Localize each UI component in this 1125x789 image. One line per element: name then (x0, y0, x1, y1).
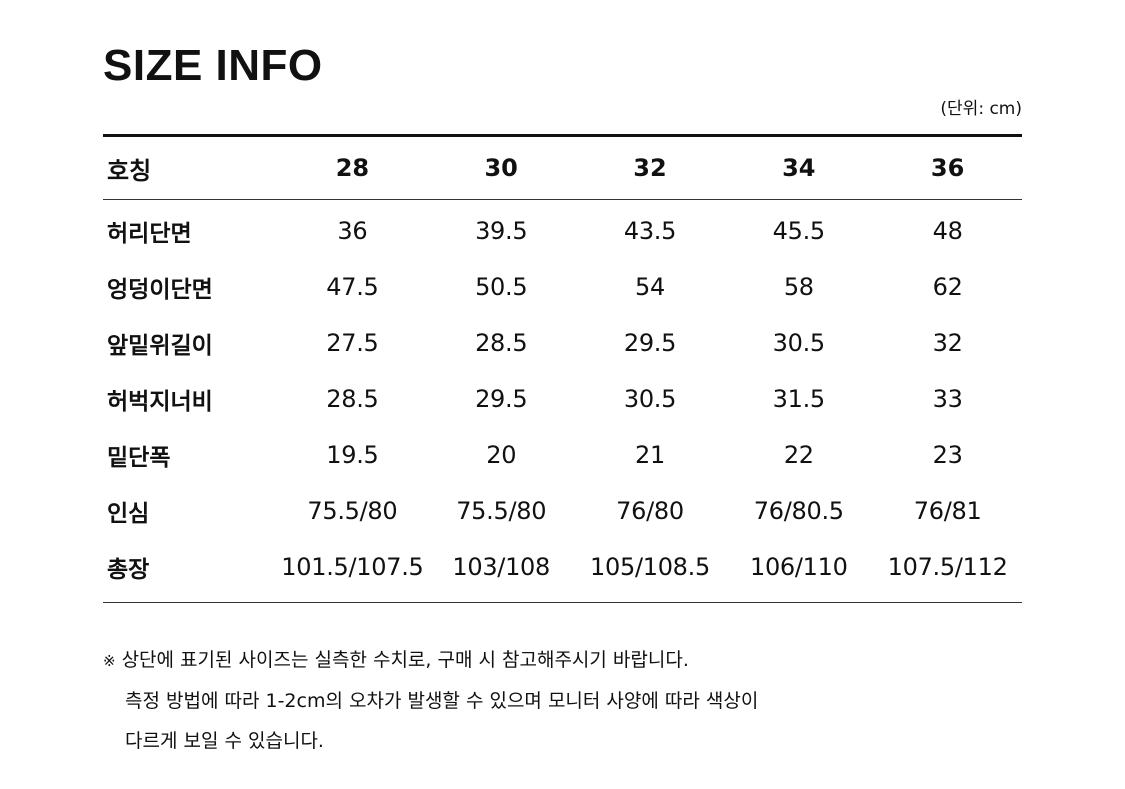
table-cell: 47.5 (326, 273, 379, 301)
row-label: 인심 (107, 501, 150, 527)
table-cell: 43.5 (623, 217, 677, 245)
table-cell: 106/110 (749, 553, 848, 581)
note-line: 측정 방법에 따라 1-2cm의 오차가 발생할 수 있으며 모니터 사양에 따… (125, 690, 759, 712)
notes: ※ 상단에 표기된 사이즈는 실측한 수치로, 구매 시 참고해주시기 바랍니다.… (103, 640, 758, 761)
table-cell: 76/80 (616, 497, 684, 525)
table-cell: 62 (932, 273, 963, 301)
table-row: 엉덩이단면 47.5 50.5 54 58 62 (103, 259, 1022, 315)
table-cell: 22 (783, 441, 814, 469)
table-cell: 75.5/80 (307, 497, 398, 525)
table-cell: 76/80.5 (753, 497, 844, 525)
reference-mark-icon: ※ (103, 652, 116, 670)
size-table: 호칭 28 30 32 34 36 허리단면 36 39.5 43.5 45.5… (103, 137, 1022, 595)
table-cell: 36 (337, 217, 368, 245)
header-label: 호칭 (107, 156, 152, 185)
table-row: 밑단폭 19.5 20 21 22 23 (103, 427, 1022, 483)
table-cell: 105/108.5 (590, 553, 710, 581)
note-text: 상단에 표기된 사이즈는 실측한 수치로, 구매 시 참고해주시기 바랍니다. (121, 649, 689, 671)
row-label: 총장 (107, 557, 150, 583)
size-header: 30 (484, 154, 518, 182)
note-line: 다르게 보일 수 있습니다. (125, 730, 324, 752)
table-cell: 31.5 (772, 385, 826, 413)
table-cell: 39.5 (475, 217, 528, 245)
table-cell: 58 (783, 273, 814, 301)
note-line: ※ 상단에 표기된 사이즈는 실측한 수치로, 구매 시 참고해주시기 바랍니다. (103, 640, 758, 681)
row-label: 엉덩이단면 (107, 277, 213, 303)
table-cell: 54 (635, 273, 665, 301)
size-header: 36 (930, 154, 965, 182)
table-cell: 33 (932, 385, 963, 413)
table-cell: 29.5 (475, 385, 528, 413)
table-cell: 101.5/107.5 (281, 553, 424, 581)
table-row: 허벅지너비 28.5 29.5 30.5 31.5 33 (103, 371, 1022, 427)
size-header: 34 (782, 154, 816, 182)
table-cell: 21 (635, 441, 665, 469)
table-cell: 48 (932, 217, 963, 245)
row-label: 허벅지너비 (107, 389, 213, 415)
table-top-rule (103, 134, 1022, 137)
table-cell: 32 (932, 329, 963, 357)
table-cell: 30.5 (623, 385, 677, 413)
unit-note: (단위: cm) (940, 99, 1022, 119)
table-cell: 45.5 (772, 217, 826, 245)
table-cell: 50.5 (475, 273, 528, 301)
table-cell: 103/108 (452, 553, 550, 581)
size-header: 28 (335, 154, 370, 182)
table-cell: 20 (486, 441, 517, 469)
table-cell: 28.5 (326, 385, 379, 413)
table-cell: 30.5 (772, 329, 826, 357)
table-bottom-rule (103, 602, 1022, 603)
row-label: 앞밑위길이 (107, 333, 213, 359)
table-cell: 27.5 (326, 329, 379, 357)
row-label: 밑단폭 (107, 445, 171, 471)
row-label: 허리단면 (107, 221, 192, 247)
size-header: 32 (633, 154, 667, 182)
table-cell: 75.5/80 (456, 497, 547, 525)
table-cell: 29.5 (623, 329, 677, 357)
table-cell: 23 (932, 441, 963, 469)
table-header-rule (103, 199, 1022, 200)
table-header-row: 호칭 28 30 32 34 36 (103, 137, 1022, 199)
table-row: 앞밑위길이 27.5 28.5 29.5 30.5 32 (103, 315, 1022, 371)
table-row: 인심 75.5/80 75.5/80 76/80 76/80.5 76/81 (103, 483, 1022, 539)
table-row: 허리단면 36 39.5 43.5 45.5 48 (103, 199, 1022, 259)
table-cell: 28.5 (475, 329, 528, 357)
table-cell: 76/81 (913, 497, 982, 525)
table-cell: 107.5/112 (887, 553, 1008, 581)
table-cell: 19.5 (326, 441, 379, 469)
table-row: 총장 101.5/107.5 103/108 105/108.5 106/110… (103, 539, 1022, 595)
page-title: SIZE INFO (103, 41, 323, 90)
